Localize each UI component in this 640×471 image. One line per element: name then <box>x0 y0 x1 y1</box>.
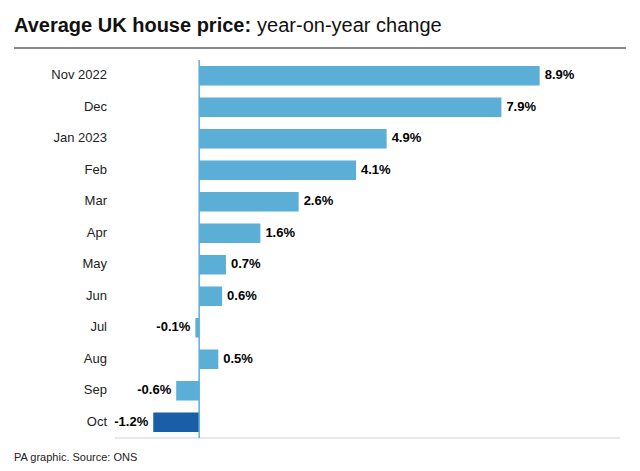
category-label: Feb <box>85 162 107 177</box>
data-label: 4.1% <box>361 162 391 177</box>
data-label: 0.7% <box>231 256 261 271</box>
zero-line <box>198 60 200 438</box>
bar <box>199 286 222 306</box>
category-label: May <box>82 256 107 271</box>
bar <box>199 66 539 86</box>
data-label: 8.9% <box>545 67 575 82</box>
category-label: Jan 2023 <box>54 130 108 145</box>
data-label: 2.6% <box>304 193 334 208</box>
title-light: year-on-year change <box>257 14 442 36</box>
category-label: Nov 2022 <box>51 67 107 82</box>
data-label: 1.6% <box>265 225 295 240</box>
category-label: Jun <box>86 288 107 303</box>
data-label: 7.9% <box>506 99 536 114</box>
chart-container: Average UK house price: year-on-year chan… <box>0 0 640 471</box>
bar <box>199 349 218 369</box>
category-label: Apr <box>87 225 108 240</box>
category-label: Dec <box>84 99 108 114</box>
category-label: Aug <box>84 351 107 366</box>
bar <box>199 255 226 275</box>
data-label: -0.6% <box>137 382 171 397</box>
data-label: 0.5% <box>223 351 253 366</box>
background <box>0 0 640 471</box>
bar <box>199 192 298 212</box>
data-label: -1.2% <box>114 414 148 429</box>
bar <box>199 223 260 243</box>
bar <box>153 412 199 432</box>
data-label: 0.6% <box>227 288 257 303</box>
bars <box>153 66 539 432</box>
category-label: Oct <box>87 414 108 429</box>
bar <box>199 160 356 180</box>
title-rule <box>14 48 626 49</box>
title-main: Average UK house price: <box>14 14 251 36</box>
category-label: Jul <box>90 319 107 334</box>
bar <box>199 129 386 149</box>
bar <box>199 97 501 117</box>
bar <box>176 381 199 401</box>
x-axis-line <box>115 438 620 439</box>
category-label: Mar <box>85 193 108 208</box>
category-label: Sep <box>84 382 107 397</box>
data-label: 4.9% <box>392 130 422 145</box>
title: Average UK house price: year-on-year chan… <box>14 14 442 36</box>
source-note: PA graphic. Source: ONS <box>14 451 137 463</box>
data-label: -0.1% <box>156 319 190 334</box>
chart-svg: Average UK house price: year-on-year chan… <box>0 0 640 471</box>
